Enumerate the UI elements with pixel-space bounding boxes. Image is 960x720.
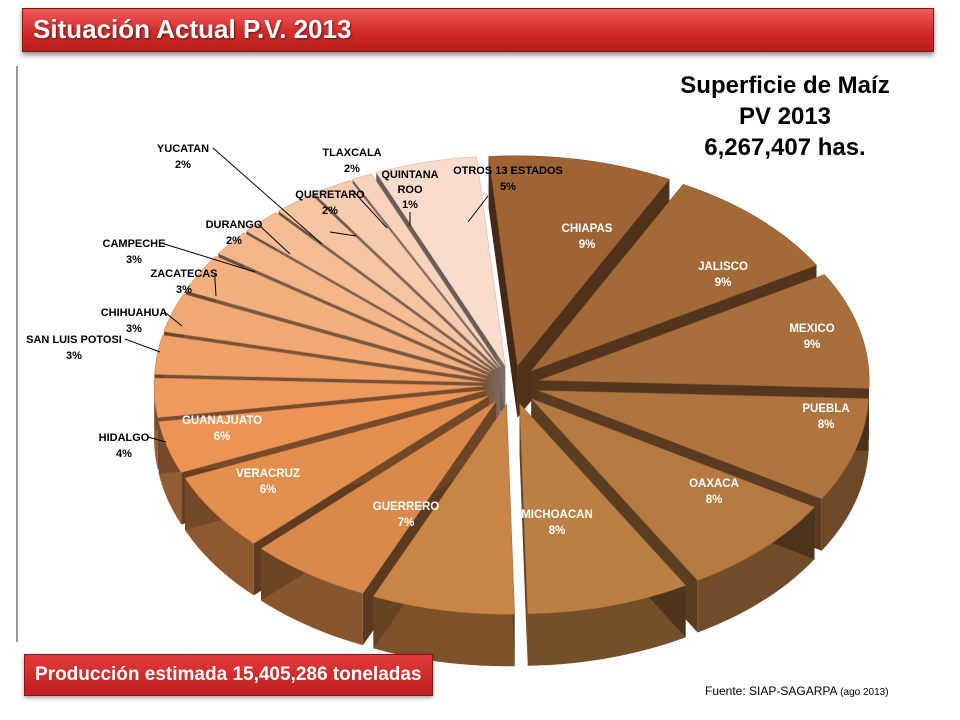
slice-pct-campeche: 3% <box>126 254 142 266</box>
leader-line-campeche <box>161 242 256 273</box>
pie-slice-side <box>821 398 869 551</box>
slice-label-hidalgo: HIDALGO <box>99 432 150 444</box>
pie-slice-wall <box>488 156 518 418</box>
slice-pct-chiapas: 9% <box>579 239 596 251</box>
pie-slice-top <box>260 400 497 594</box>
leader-line-zacatecas <box>214 272 217 297</box>
slice-label-mexico: MEXICO <box>789 323 834 335</box>
slice-label-michoacan: MICHOACAN <box>521 509 593 521</box>
leader-line-yucatan <box>212 147 323 245</box>
pie-slice-top <box>488 155 670 367</box>
pie-slice-top <box>277 194 496 370</box>
slice-label-yucatan: YUCATAN <box>157 143 209 155</box>
summary-line-3: 6,267,407 has. <box>704 134 866 161</box>
pie-slice-top <box>538 390 869 500</box>
pie-slice-top <box>531 398 816 581</box>
slice-pct-hidalgo: 4% <box>116 448 132 460</box>
pie-slice-guerrero <box>372 403 515 667</box>
pie-slice-top <box>245 212 493 372</box>
pie-slice-top <box>539 274 870 389</box>
slice-label-chihuahua: CHIHUAHUA <box>101 307 168 319</box>
source-name: SIAP-SAGARPA <box>749 684 837 698</box>
slice-label-san-luis-potosi: SAN LUIS POTOSI <box>26 334 122 346</box>
summary-block: Superficie de Maíz PV 2013 6,267,407 has… <box>640 70 930 163</box>
slice-pct-san-luis-potosi: 3% <box>66 350 82 362</box>
pie-slice-top <box>519 403 687 615</box>
slice-pct-mexico: 9% <box>804 339 821 351</box>
pie-slice-top <box>351 173 501 368</box>
slice-pct-yucatan: 2% <box>175 159 191 171</box>
slice-label-veracruz: VERACRUZ <box>236 468 300 480</box>
pie-slice-top <box>375 156 506 367</box>
slice-pct-durango: 2% <box>226 235 242 247</box>
slice-pct-tlaxcala: 2% <box>344 163 360 175</box>
left-divider <box>16 66 18 642</box>
slice-label-campeche: CAMPECHE <box>103 238 166 250</box>
pie-slice-top <box>313 179 499 369</box>
slice-pct-chihuahua: 3% <box>126 323 142 335</box>
slice-label-oaxaca: OAXACA <box>689 478 739 490</box>
pie-slice-top <box>184 395 489 544</box>
pie-slice-top <box>372 403 515 615</box>
pie-slice-top <box>530 184 818 372</box>
slice-pct-michoacan: 8% <box>549 525 566 537</box>
leader-line-queretaro <box>329 231 357 237</box>
slice-label-quintana-roo-line2: ROO <box>397 184 423 196</box>
pie-slice-top <box>154 334 485 383</box>
title-banner: Situación Actual P.V. 2013 <box>22 8 934 52</box>
production-estimate-text: Producción estimada 15,405,286 toneladas <box>35 664 422 685</box>
slice-pct-zacatecas: 3% <box>176 284 192 296</box>
slice-label-zacatecas: ZACATECAS <box>150 268 217 280</box>
slice-label-guanajuato: GUANAJUATO <box>182 415 262 427</box>
slice-label-quintana-roo: QUINTANA <box>381 169 438 181</box>
slice-pct-guerrero: 7% <box>398 517 415 529</box>
leader-line-chihuahua <box>164 311 183 327</box>
pie-slice-top <box>185 255 488 376</box>
slice-pct-otros-13-estados: 5% <box>500 181 516 193</box>
pie-slice-side <box>527 585 686 666</box>
pie-slice-top <box>217 232 491 374</box>
slice-pct-queretaro: 2% <box>322 205 338 217</box>
source-note: Fuente: SIAP-SAGARPA (ago 2013) <box>705 684 889 698</box>
production-estimate-box: Producción estimada 15,405,286 toneladas <box>24 654 433 696</box>
pie-slice-top <box>158 390 486 473</box>
summary-line-1: Superficie de Maíz <box>680 72 890 99</box>
slice-label-jalisco: JALISCO <box>698 261 748 273</box>
slice-pct-veracruz: 6% <box>260 484 277 496</box>
leader-line-san-luis-potosi <box>124 338 161 353</box>
slice-label-durango: DURANGO <box>206 219 263 231</box>
slice-label-chiapas: CHIAPAS <box>562 223 613 235</box>
leader-line-durango <box>257 223 291 255</box>
pie-slice-wall <box>519 403 528 666</box>
slice-pct-puebla: 8% <box>818 419 835 431</box>
summary-line-2: PV 2013 <box>738 103 832 130</box>
slice-label-guerrero: GUERRERO <box>373 501 440 513</box>
source-label: Fuente: <box>705 684 746 698</box>
pie-slice-top <box>163 293 486 380</box>
slice-pct-guanajuato: 6% <box>214 431 231 443</box>
slice-label-queretaro: QUERETARO <box>295 189 365 201</box>
slice-pct-quintana-roo: 1% <box>402 199 418 211</box>
slice-label-otros-13-estados: OTROS 13 ESTADOS <box>453 165 563 177</box>
source-date: (ago 2013) <box>840 687 889 698</box>
pie-slice-top <box>153 377 485 418</box>
leader-line-hidalgo <box>147 436 167 443</box>
slice-label-tlaxcala: TLAXCALA <box>322 147 381 159</box>
slice-label-puebla: PUEBLA <box>802 403 849 415</box>
slice-pct-oaxaca: 8% <box>706 494 723 506</box>
leader-line-otros-13-estados <box>467 195 489 223</box>
slice-pct-jalisco: 9% <box>715 277 732 289</box>
page-title: Situación Actual P.V. 2013 <box>33 14 352 44</box>
pie-slice-michoacan <box>519 403 687 666</box>
leader-line-tlaxcala <box>351 189 388 229</box>
